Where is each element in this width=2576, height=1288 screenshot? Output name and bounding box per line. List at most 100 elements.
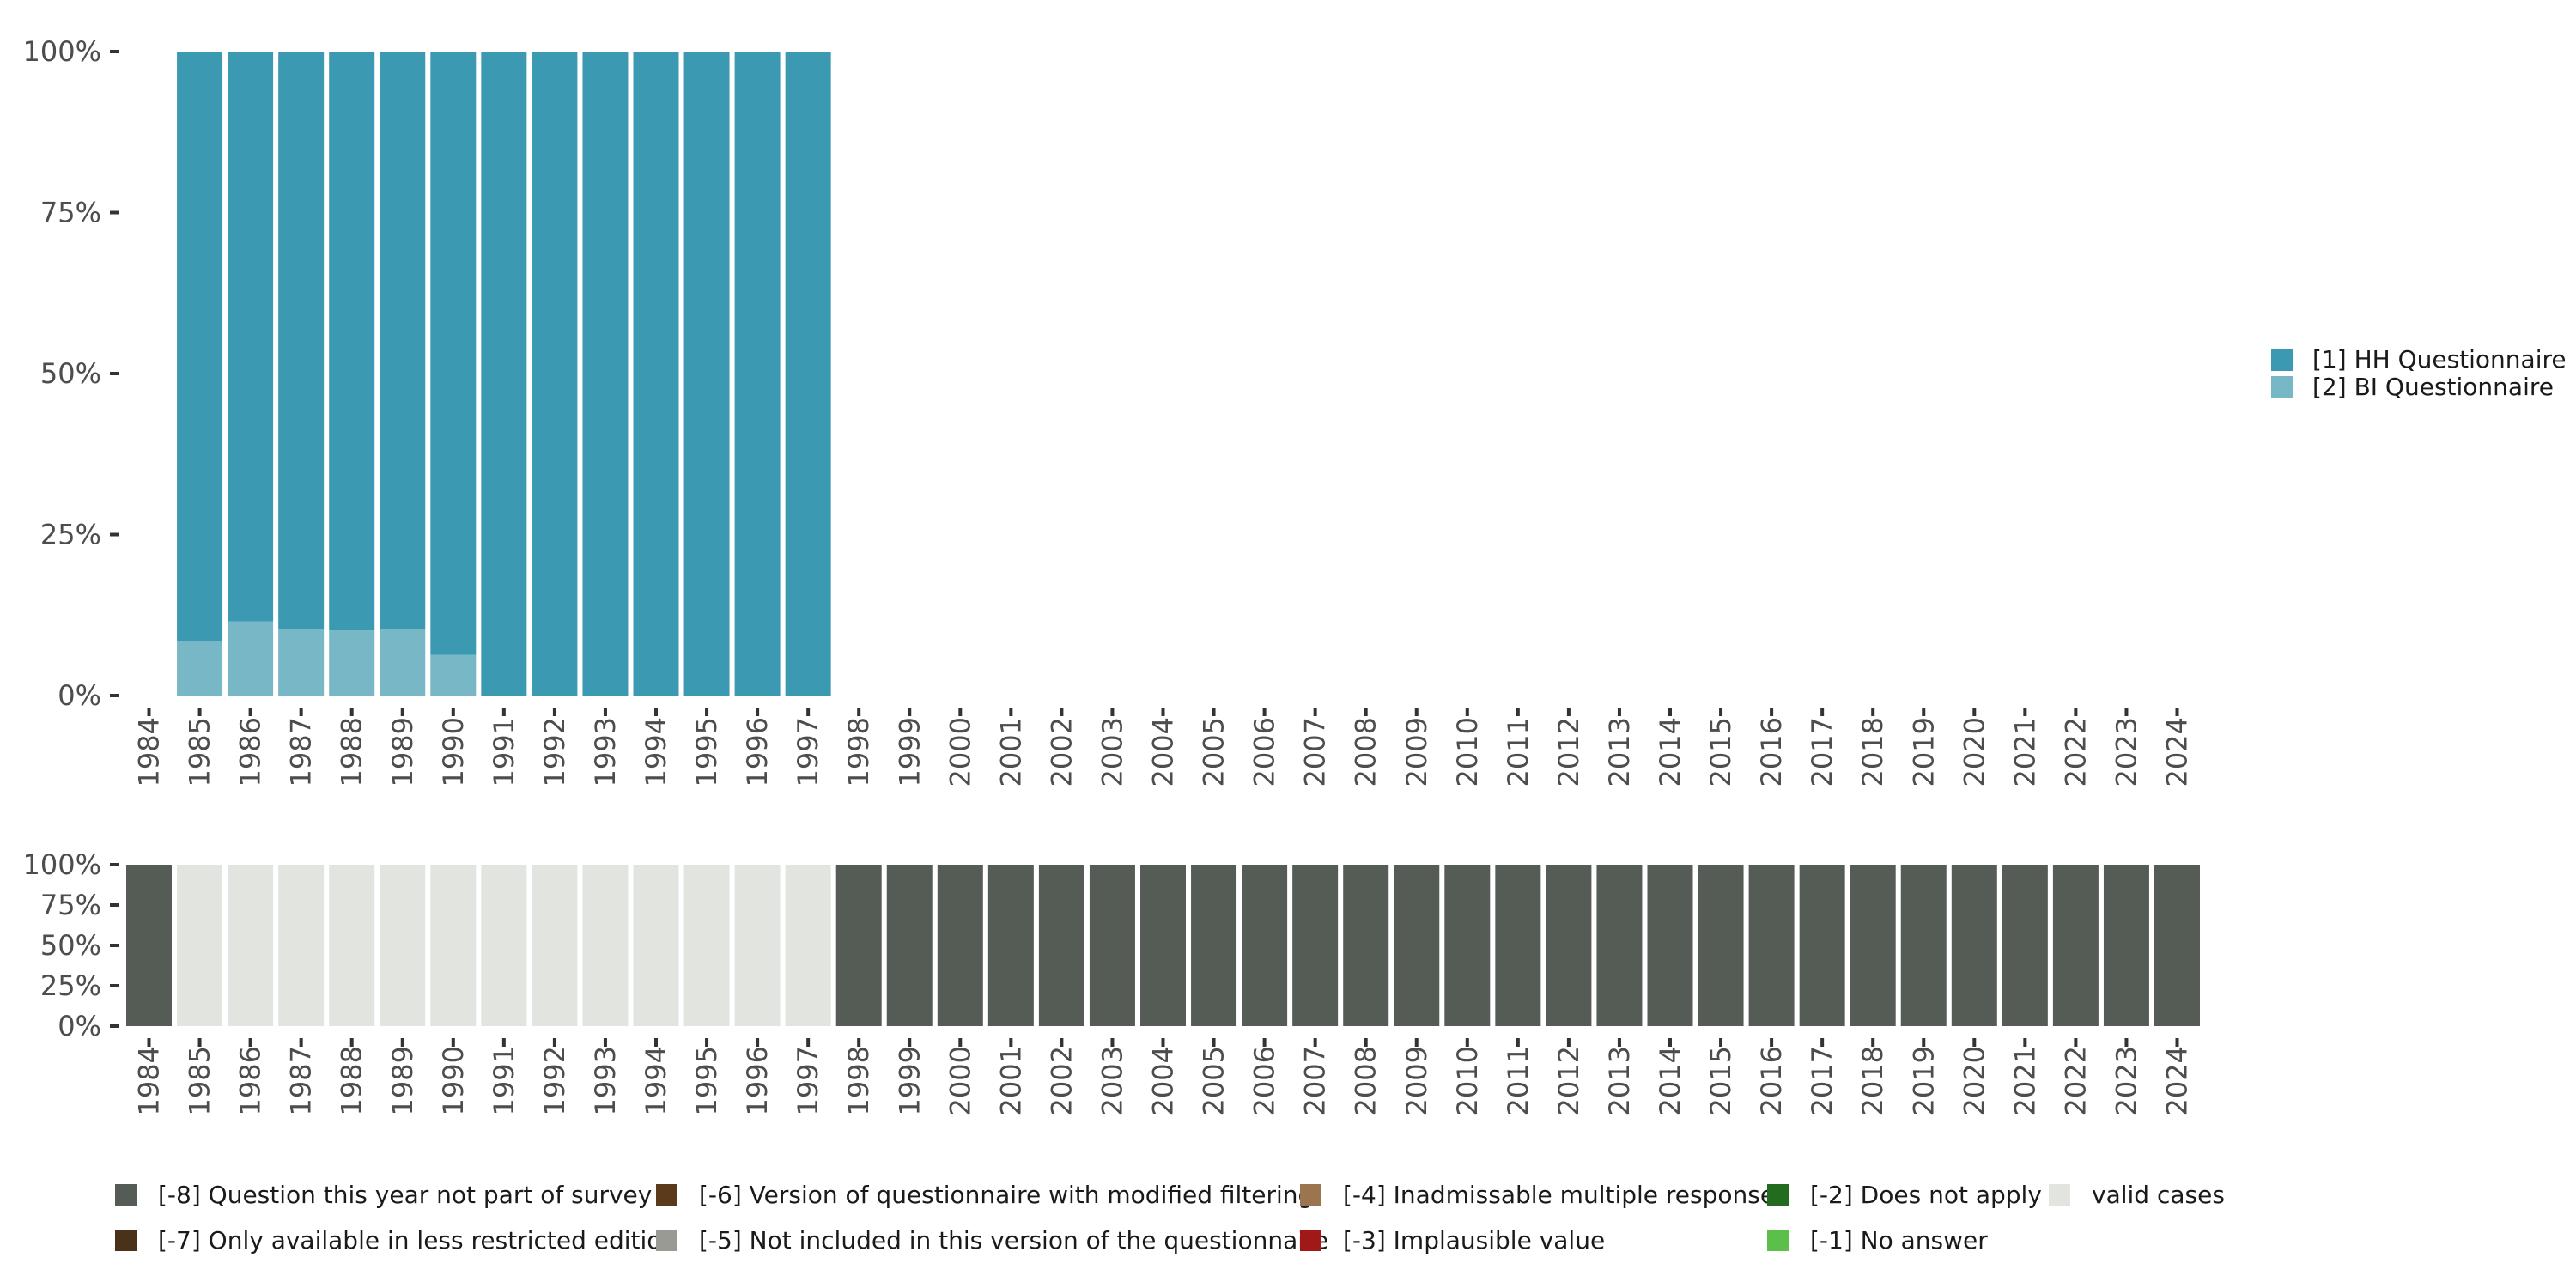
bottom-chart-panel: 0% 25% 50% 75% 100% 1984 1985 1986 1987 1988 1989 1…: [23, 848, 2200, 1115]
bottom-x-tick-label-1987: 1987: [285, 1046, 318, 1115]
bottom-bar-2000-8-question-this-year-not-part-of-survey: [937, 865, 983, 1026]
bottom-legend-swatch-3-implausible-value: [1300, 1230, 1321, 1251]
bottom-bar-2012-8-question-this-year-not-part-of-survey: [1546, 865, 1592, 1026]
top-x-tick-label-2024: 2024: [2161, 717, 2194, 787]
bottom-legend-swatch-4-inadmissable-multiple-response: [1300, 1184, 1321, 1206]
top-bar-1988-1-hh-questionnaire: [329, 52, 375, 631]
bottom-x-tick-label-1991: 1991: [488, 1046, 520, 1115]
bottom-x-tick-label-2021: 2021: [2008, 1046, 2041, 1115]
top-x-tick-label-2018: 2018: [1856, 717, 1889, 787]
bottom-x-tick-label-2002: 2002: [1045, 1046, 1078, 1115]
bottom-bar-2005-8-question-this-year-not-part-of-survey: [1191, 865, 1237, 1026]
top-x-tick-label-1991: 1991: [488, 717, 520, 787]
bottom-bar-2004-8-question-this-year-not-part-of-survey: [1140, 865, 1186, 1026]
top-x-tick-label-1999: 1999: [893, 717, 926, 787]
top-x-tick-label-2017: 2017: [1806, 717, 1838, 787]
top-x-tick-label-2022: 2022: [2059, 717, 2092, 787]
top-x-tick-label-2021: 2021: [2008, 717, 2041, 787]
top-x-tick-label-1997: 1997: [792, 717, 824, 787]
top-x-tick-label-2005: 2005: [1198, 717, 1230, 787]
bottom-legend-label-1-no-answer: [-1] No answer: [1810, 1226, 1988, 1255]
bottom-legend-label-5-not-included-in-this-version-of-the-questionnaire: [-5] Not included in this version of the…: [699, 1226, 1328, 1255]
top-legend-label-1-hh-questionnaire: [1] HH Questionnaire: [2312, 345, 2567, 374]
bottom-x-tick-label-2000: 2000: [944, 1046, 976, 1115]
top-x-tick-label-2001: 2001: [994, 717, 1027, 787]
bottom-y-tick-label: 50%: [40, 929, 101, 962]
top-x-tick-label-2000: 2000: [944, 717, 976, 787]
bottom-x-tick-label-1986: 1986: [234, 1046, 267, 1115]
bottom-x-tick-label-1999: 1999: [893, 1046, 926, 1115]
top-bar-1986-2-bi-questionnaire: [228, 621, 274, 696]
bottom-x-tick-label-2005: 2005: [1198, 1046, 1230, 1115]
top-bar-1987-2-bi-questionnaire: [278, 629, 325, 696]
top-x-tick-label-2003: 2003: [1096, 717, 1128, 787]
top-x-tick-label-2020: 2020: [1958, 717, 1990, 787]
top-x-tick-label-2011: 2011: [1502, 717, 1534, 787]
top-x-tick-label-2013: 2013: [1603, 717, 1636, 787]
bottom-bar-2017-8-question-this-year-not-part-of-survey: [1799, 865, 1845, 1026]
bottom-x-tick-label-1995: 1995: [690, 1046, 723, 1115]
bottom-bar-1988-valid-cases: [329, 865, 375, 1026]
top-bar-1986-1-hh-questionnaire: [228, 52, 274, 622]
bottom-bar-2022-8-question-this-year-not-part-of-survey: [2052, 865, 2099, 1026]
bottom-legend-swatch-7-only-available-in-less-restricted-edition: [115, 1230, 137, 1251]
bottom-x-tick-label-2019: 2019: [1907, 1046, 1940, 1115]
top-x-tick-label-1984: 1984: [133, 717, 166, 787]
bottom-bar-2014-8-question-this-year-not-part-of-survey: [1647, 865, 1693, 1026]
top-bar-1997-1-hh-questionnaire: [785, 52, 831, 696]
top-x-tick-label-2014: 2014: [1654, 717, 1686, 787]
top-x-tick-label-2010: 2010: [1451, 717, 1484, 787]
bottom-bar-2007-8-question-this-year-not-part-of-survey: [1292, 865, 1339, 1026]
bottom-bar-2023-8-question-this-year-not-part-of-survey: [2103, 865, 2149, 1026]
bottom-x-tick-label-2003: 2003: [1096, 1046, 1128, 1115]
top-bar-1996-1-hh-questionnaire: [734, 52, 781, 696]
bottom-y-tick-label: 0%: [58, 1010, 101, 1042]
bottom-bar-2021-8-question-this-year-not-part-of-survey: [2002, 865, 2048, 1026]
top-bar-1989-2-bi-questionnaire: [380, 629, 426, 696]
top-x-tick-label-2023: 2023: [2110, 717, 2142, 787]
top-bar-1990-2-bi-questionnaire: [430, 654, 477, 696]
bottom-y-tick-label: 75%: [40, 889, 101, 921]
bottom-y-tick-label: 100%: [23, 848, 101, 881]
bottom-x-tick-label-2008: 2008: [1350, 1046, 1382, 1115]
bottom-bar-2006-8-question-this-year-not-part-of-survey: [1242, 865, 1288, 1026]
bottom-bar-1985-valid-cases: [177, 865, 223, 1026]
top-x-tick-label-2019: 2019: [1907, 717, 1940, 787]
bottom-bar-2008-8-question-this-year-not-part-of-survey: [1343, 865, 1389, 1026]
top-y-tick-label: 100%: [23, 35, 101, 68]
bottom-x-tick-label-2013: 2013: [1603, 1046, 1636, 1115]
bottom-x-tick-label-2010: 2010: [1451, 1046, 1484, 1115]
bottom-legend-label-7-only-available-in-less-restricted-edition: [-7] Only available in less restricted e…: [158, 1226, 677, 1255]
top-x-tick-label-1986: 1986: [234, 717, 267, 787]
top-x-tick-label-2004: 2004: [1147, 717, 1180, 787]
bottom-x-tick-label-2006: 2006: [1249, 1046, 1281, 1115]
bottom-x-tick-label-2001: 2001: [994, 1046, 1027, 1115]
bottom-bar-1990-valid-cases: [430, 865, 477, 1026]
bottom-bar-1993-valid-cases: [582, 865, 629, 1026]
bottom-bar-2002-8-question-this-year-not-part-of-survey: [1038, 865, 1084, 1026]
top-y-tick-label: 50%: [40, 357, 101, 390]
top-bar-1987-1-hh-questionnaire: [278, 52, 325, 629]
bottom-x-tick-label-1988: 1988: [336, 1046, 368, 1115]
bottom-legend-swatch-6-version-of-questionnaire-with-modified-filtering: [656, 1184, 677, 1206]
bottom-legend-label-6-version-of-questionnaire-with-modified-filtering: [-6] Version of questionnaire with modif…: [699, 1181, 1313, 1209]
top-y-tick-label: 25%: [40, 519, 101, 551]
bottom-legend-swatch-valid-cases: [2049, 1184, 2070, 1206]
bottom-bar-1998-8-question-this-year-not-part-of-survey: [835, 865, 882, 1026]
top-chart-panel: 0% 25% 50% 75% 100% 1984 1985 1986 1987 1988 1989 1…: [23, 35, 2194, 787]
bottom-bar-2011-8-question-this-year-not-part-of-survey: [1495, 865, 1541, 1026]
bottom-bar-2009-8-question-this-year-not-part-of-survey: [1394, 865, 1440, 1026]
top-bar-1994-1-hh-questionnaire: [633, 52, 679, 696]
bottom-x-tick-label-2014: 2014: [1654, 1046, 1686, 1115]
bottom-x-tick-label-1989: 1989: [386, 1046, 419, 1115]
bottom-bar-1989-valid-cases: [380, 865, 426, 1026]
bottom-bar-1987-valid-cases: [278, 865, 325, 1026]
bottom-x-tick-label-1984: 1984: [133, 1046, 166, 1115]
bottom-x-tick-label-2015: 2015: [1704, 1046, 1737, 1115]
bottom-bar-1996-valid-cases: [734, 865, 781, 1026]
top-x-tick-label-1985: 1985: [184, 717, 216, 787]
bottom-x-tick-label-2012: 2012: [1552, 1046, 1585, 1115]
bottom-x-tick-label-1998: 1998: [842, 1046, 875, 1115]
bottom-x-tick-label-1990: 1990: [437, 1046, 470, 1115]
bottom-bar-2003-8-question-this-year-not-part-of-survey: [1089, 865, 1135, 1026]
